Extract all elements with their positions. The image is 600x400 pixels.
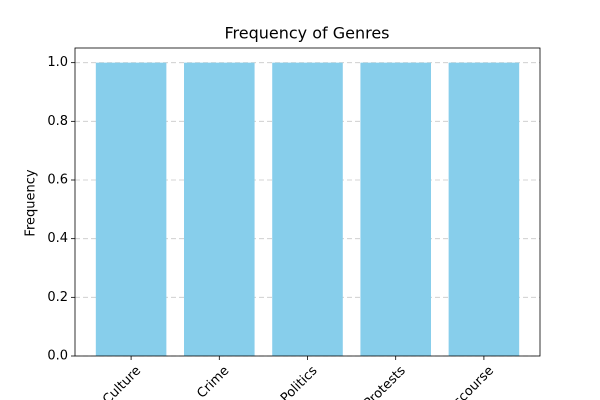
bar bbox=[272, 62, 343, 357]
y-tick-label: 0.6 bbox=[47, 173, 68, 188]
x-tick-label: Protests bbox=[361, 363, 409, 400]
y-tick-label: 0.4 bbox=[47, 231, 68, 246]
x-tick-label: Politics bbox=[278, 363, 321, 400]
y-tick-label: 0.0 bbox=[47, 349, 68, 364]
bar bbox=[95, 62, 167, 357]
y-tick-label: 1.0 bbox=[47, 55, 68, 70]
chart-title: Frequency of Genres bbox=[224, 24, 389, 43]
bar bbox=[360, 62, 431, 357]
y-tick-label: 0.2 bbox=[47, 290, 68, 305]
y-tick-label: 0.8 bbox=[47, 114, 68, 129]
x-tick-label: Crime bbox=[194, 363, 232, 400]
x-tick-label: Discourse bbox=[441, 363, 497, 400]
bar bbox=[448, 62, 520, 357]
x-tick-label: Culture bbox=[100, 363, 144, 400]
bar bbox=[184, 62, 255, 357]
y-axis-label: Frequency bbox=[24, 169, 39, 236]
plot-frame bbox=[74, 47, 541, 357]
